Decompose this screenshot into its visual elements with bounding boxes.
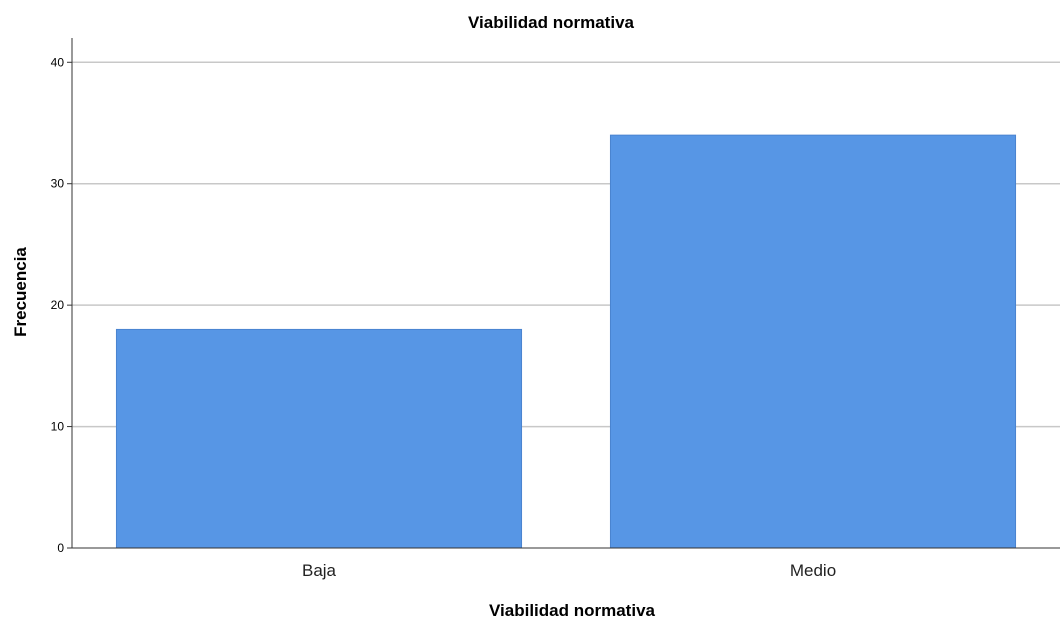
x-tick-labels: Baja Medio xyxy=(302,561,836,580)
y-tick-label-20: 20 xyxy=(51,298,65,312)
x-tick-label-baja: Baja xyxy=(302,561,337,580)
y-tick-label-0: 0 xyxy=(57,541,64,555)
y-axis-label: Frecuencia xyxy=(11,247,30,337)
axes xyxy=(67,38,1060,549)
y-tick-label-10: 10 xyxy=(51,420,65,434)
bars xyxy=(115,134,1017,549)
x-tick-label-medio: Medio xyxy=(790,561,836,580)
chart-title: Viabilidad normativa xyxy=(468,13,635,32)
y-tick-labels: 0 10 20 30 40 xyxy=(51,55,65,555)
bar-medio xyxy=(609,134,1017,549)
bar-baja xyxy=(115,328,523,549)
x-axis-label: Viabilidad normativa xyxy=(489,601,656,620)
y-tick-label-30: 30 xyxy=(51,177,65,191)
y-tick-label-40: 40 xyxy=(51,55,65,69)
